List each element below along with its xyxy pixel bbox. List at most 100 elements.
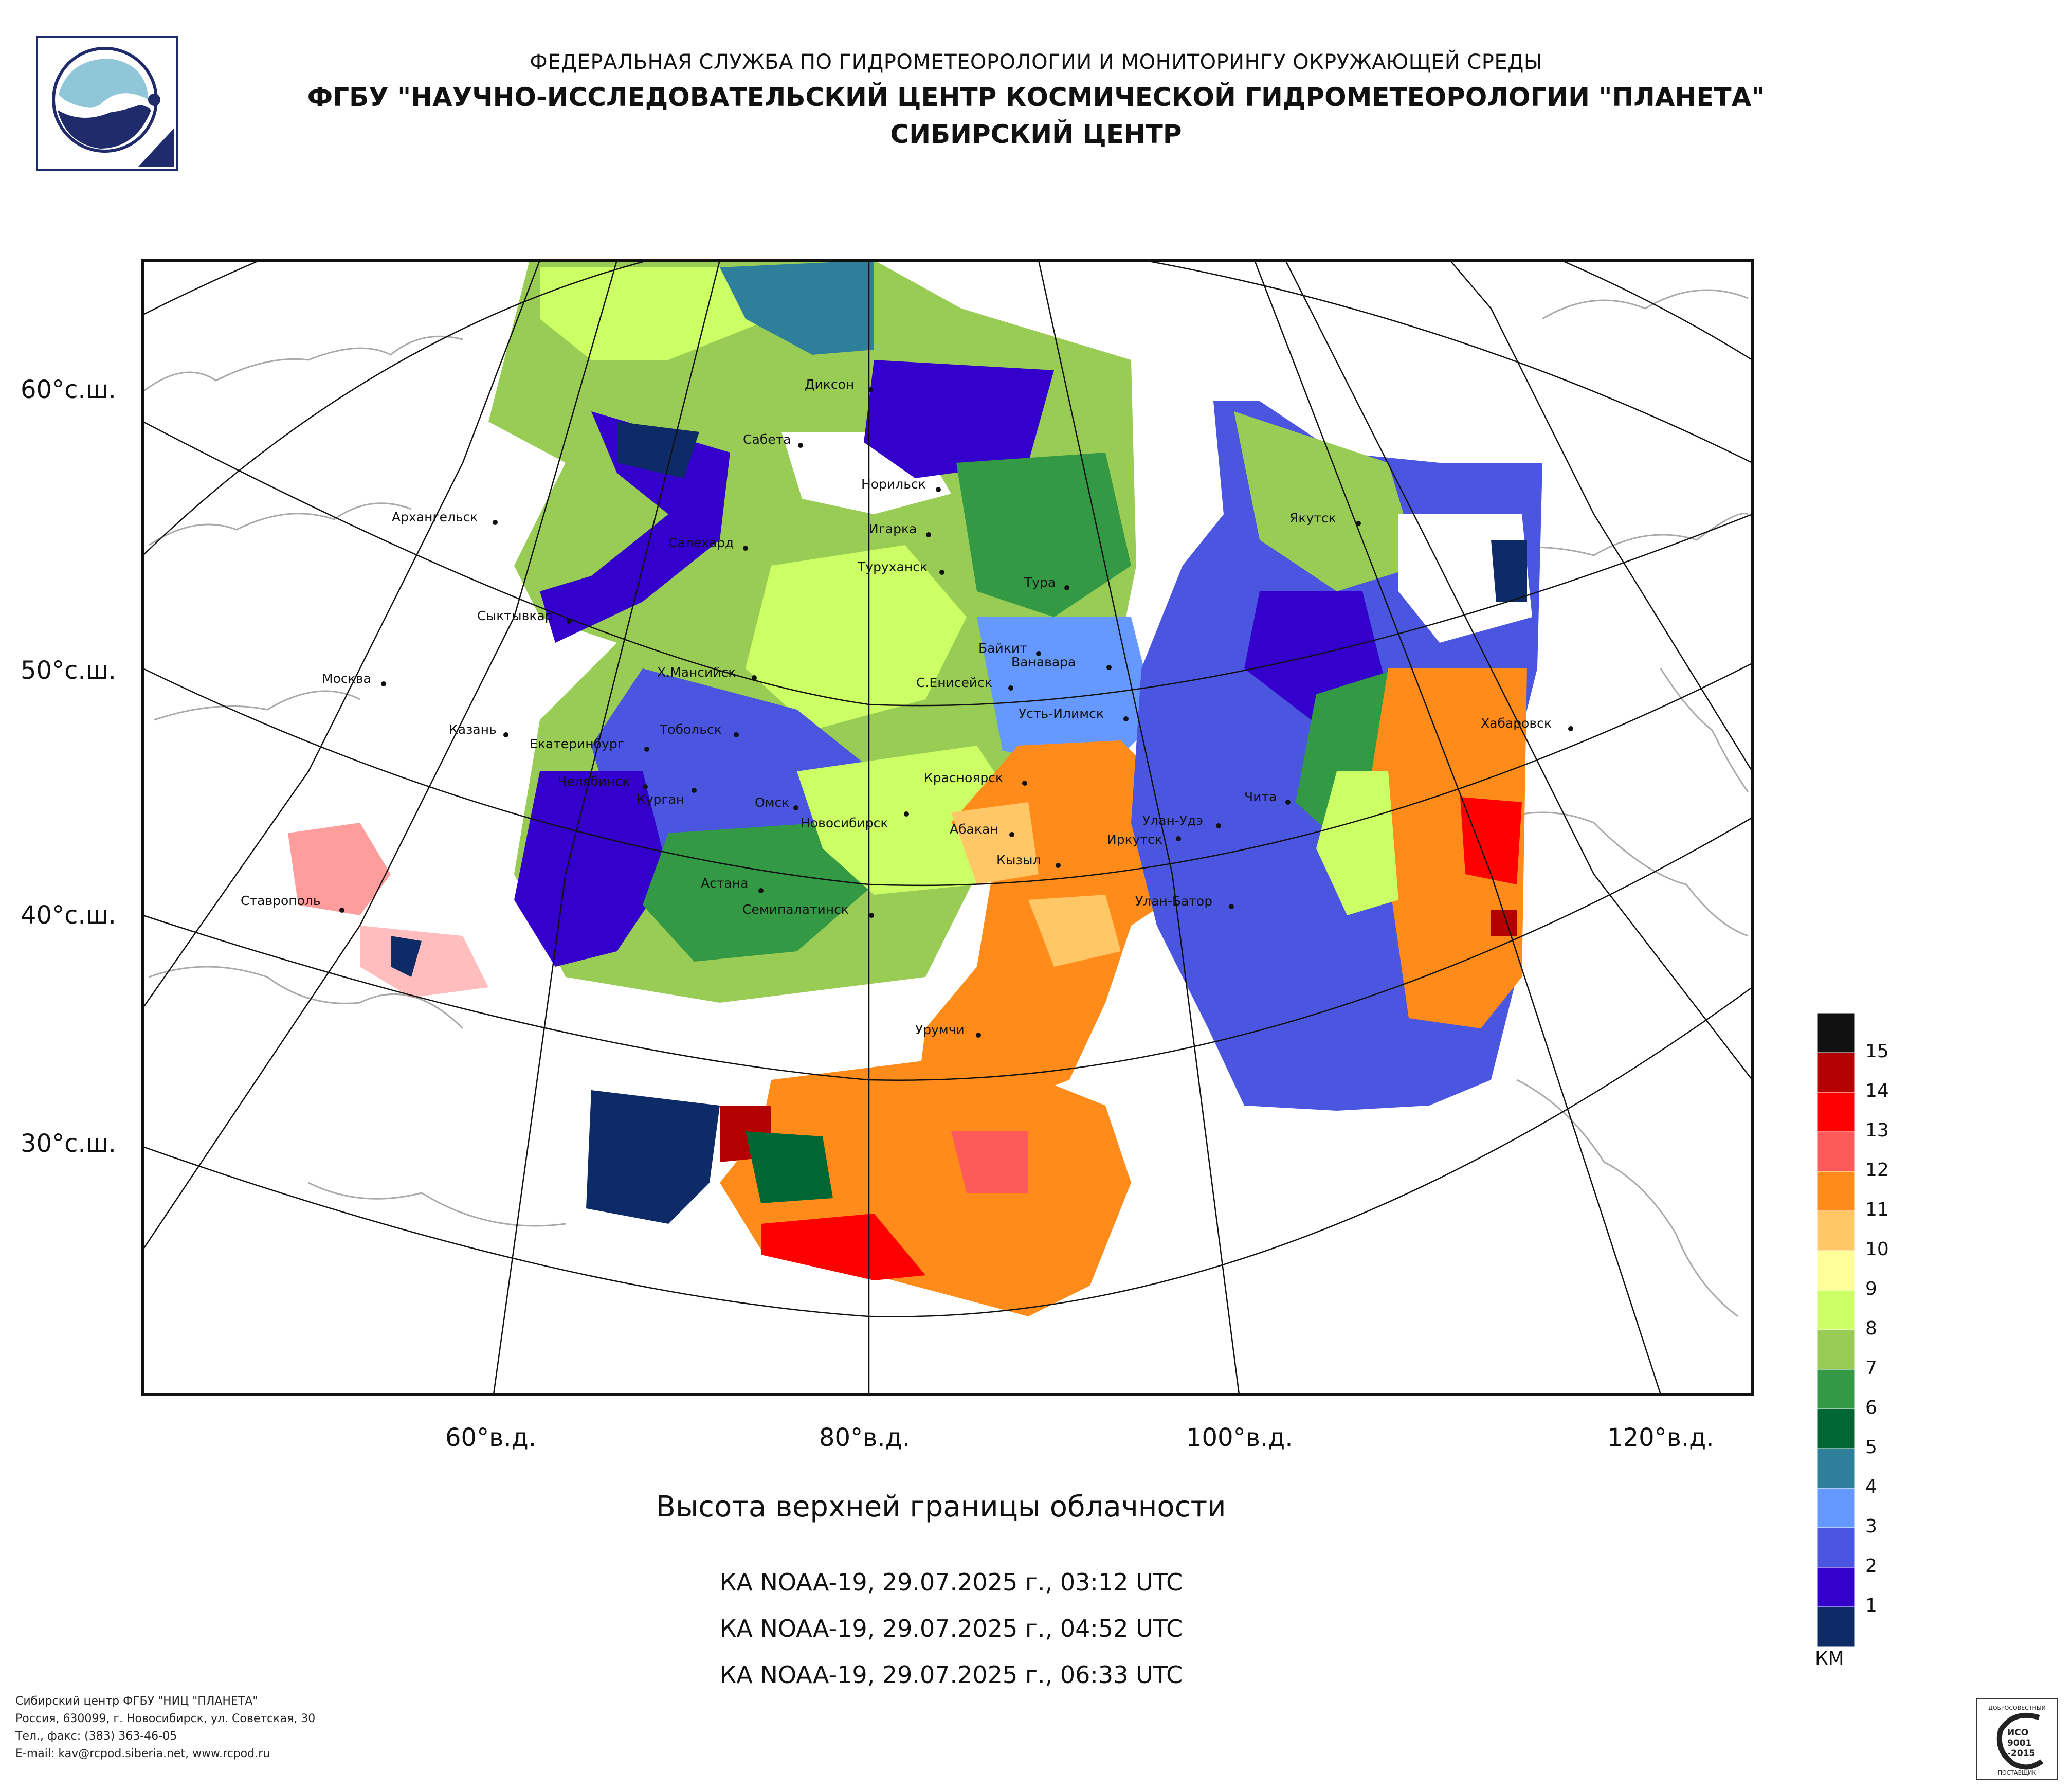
city-urumqi: Урумчи bbox=[915, 1022, 981, 1038]
legend-swatch-9 bbox=[1817, 1290, 1855, 1330]
svg-text:Норильск: Норильск bbox=[861, 477, 926, 492]
city-abakan: Абакан bbox=[950, 822, 1014, 837]
iso-9001-badge: ДОБРОСОВЕСТНЫЙ ИСО 9001 -2015 ПОСТАВЩИК bbox=[1976, 1698, 2058, 1780]
legend-label-11: 11 bbox=[1865, 1199, 1889, 1220]
cloud-fields bbox=[288, 260, 1542, 1316]
lat-label-60: 60°с.ш. bbox=[21, 375, 116, 404]
city-chelyabinsk: Челябинск bbox=[558, 774, 648, 789]
city-irkutsk: Иркутск bbox=[1107, 832, 1181, 847]
svg-text:Красноярск: Красноярск bbox=[924, 770, 1003, 785]
city-khabarovsk: Хабаровск bbox=[1481, 716, 1573, 731]
header-agency: ФЕДЕРАЛЬНАЯ СЛУЖБА ПО ГИДРОМЕТЕОРОЛОГИИ … bbox=[530, 50, 1542, 74]
city-igarka: Игарка bbox=[869, 521, 931, 537]
footer-address: Россия, 630099, г. Новосибирск, ул. Сове… bbox=[15, 1712, 316, 1725]
footer-email: E-mail: kav@rcpod.siberia.net, www.rcpod… bbox=[15, 1745, 315, 1763]
city-astana: Астана bbox=[701, 876, 764, 893]
svg-text:Салехард: Салехард bbox=[668, 535, 734, 550]
lon-label-120: 120°в.д. bbox=[1607, 1423, 1714, 1452]
legend-swatch-top bbox=[1817, 1012, 1855, 1053]
city-salekhard: Салехард bbox=[668, 535, 748, 551]
legend-unit: КМ bbox=[1815, 1648, 1844, 1669]
svg-text:С.Енисейск: С.Енисейск bbox=[916, 675, 992, 690]
iso-mid3: -2015 bbox=[2007, 1748, 2035, 1759]
pass-3: КА NOAA-19, 29.07.2025 г., 06:33 UTC bbox=[719, 1661, 1183, 1689]
city-sabeta: Сабета bbox=[743, 432, 803, 448]
svg-text:Москва: Москва bbox=[322, 671, 371, 686]
map-content: Диксон Сабета Норильск Игарка Архангельс… bbox=[143, 260, 1752, 1395]
legend-bar bbox=[1817, 1012, 1855, 1647]
city-syktyvkar: Сыктывкар bbox=[477, 608, 572, 624]
svg-text:Игарка: Игарка bbox=[869, 521, 917, 536]
city-turukhansk: Туруханск bbox=[857, 559, 944, 575]
svg-text:Х.Мансийск: Х.Мансийск bbox=[657, 665, 736, 680]
svg-text:Туруханск: Туруханск bbox=[857, 559, 928, 574]
pass-1: КА NOAA-19, 29.07.2025 г., 03:12 UTC bbox=[719, 1568, 1183, 1596]
iso-mid2: 9001 bbox=[2007, 1738, 2031, 1748]
city-ulan-ude: Улан-Удэ bbox=[1142, 813, 1221, 828]
legend-label-1: 1 bbox=[1865, 1595, 1877, 1616]
city-baikit: Байкит bbox=[978, 641, 1041, 656]
city-norilsk: Норильск bbox=[861, 477, 941, 492]
legend-label-4: 4 bbox=[1865, 1476, 1877, 1497]
svg-text:Чита: Чита bbox=[1244, 789, 1277, 804]
iso-bottom-text: ПОСТАВЩИК bbox=[1998, 1769, 2037, 1776]
legend-swatch-2 bbox=[1817, 1567, 1855, 1607]
legend-swatch-6 bbox=[1817, 1408, 1855, 1449]
city-chita: Чита bbox=[1244, 789, 1291, 805]
header-center: СИБИРСКИЙ ЦЕНТР bbox=[890, 119, 1182, 149]
map-frame bbox=[141, 259, 1754, 1396]
svg-text:Сыктывкар: Сыктывкар bbox=[477, 608, 553, 623]
svg-text:Улан-Батор: Улан-Батор bbox=[1135, 894, 1212, 909]
legend-swatch-8 bbox=[1817, 1329, 1855, 1370]
svg-text:Иркутск: Иркутск bbox=[1107, 832, 1162, 847]
lat-label-50: 50°с.ш. bbox=[21, 656, 116, 685]
legend-swatch-5 bbox=[1817, 1448, 1855, 1489]
legend-swatch-12 bbox=[1817, 1171, 1855, 1211]
city-kazan: Казань bbox=[449, 722, 508, 737]
footer-email-link[interactable]: E-mail: kav@rcpod.siberia.net, www.rcpod… bbox=[15, 1747, 270, 1760]
legend-label-5: 5 bbox=[1865, 1437, 1877, 1458]
svg-text:Диксон: Диксон bbox=[805, 377, 854, 392]
legend-swatch-10 bbox=[1817, 1250, 1855, 1291]
city-novosibirsk: Новосибирск bbox=[801, 811, 909, 830]
city-ust-ilimsk: Усть-Илимск bbox=[1019, 706, 1129, 721]
svg-text:Якутск: Якутск bbox=[1289, 511, 1336, 526]
svg-text:Усть-Илимск: Усть-Илимск bbox=[1019, 706, 1104, 721]
lon-label-80: 80°в.д. bbox=[819, 1423, 911, 1452]
svg-text:Омск: Омск bbox=[755, 795, 789, 810]
svg-text:Тура: Тура bbox=[1024, 575, 1056, 590]
city-kurgan: Курган bbox=[637, 788, 697, 807]
legend-swatch-3 bbox=[1817, 1527, 1855, 1568]
city-kyzyl: Кызыл bbox=[996, 853, 1061, 868]
svg-text:Ставрополь: Ставрополь bbox=[241, 893, 321, 908]
product-title: Высота верхней границы облачности bbox=[656, 1490, 1226, 1524]
city-yekaterinburg: Екатеринбург bbox=[530, 736, 649, 752]
lon-label-60: 60°в.д. bbox=[445, 1423, 537, 1452]
legend-swatch-11 bbox=[1817, 1210, 1855, 1251]
city-yakutsk: Якутск bbox=[1289, 511, 1361, 526]
svg-text:Улан-Удэ: Улан-Удэ bbox=[1142, 813, 1203, 828]
city-tura: Тура bbox=[1024, 575, 1069, 590]
city-semipalatinsk: Семипалатинск bbox=[742, 902, 874, 918]
legend-label-10: 10 bbox=[1865, 1239, 1889, 1260]
header-institute: ФГБУ "НАУЧНО-ИССЛЕДОВАТЕЛЬСКИЙ ЦЕНТР КОС… bbox=[307, 82, 1765, 112]
svg-text:Казань: Казань bbox=[449, 722, 497, 737]
svg-text:Тобольск: Тобольск bbox=[659, 722, 722, 737]
svg-text:Екатеринбург: Екатеринбург bbox=[530, 736, 624, 751]
svg-text:Семипалатинск: Семипалатинск bbox=[742, 902, 849, 917]
city-moscow: Москва bbox=[322, 671, 386, 686]
lat-label-30: 30°с.ш. bbox=[21, 1129, 116, 1158]
svg-text:Курган: Курган bbox=[637, 792, 684, 807]
planeta-logo bbox=[36, 36, 178, 171]
svg-text:Байкит: Байкит bbox=[978, 641, 1027, 656]
graticule bbox=[143, 260, 1752, 1395]
iso-top-text: ДОБРОСОВЕСТНЫЙ bbox=[1988, 1705, 2046, 1711]
city-markers: Диксон Сабета Норильск Игарка Архангельс… bbox=[241, 377, 1573, 1038]
legend-swatch-4 bbox=[1817, 1488, 1855, 1528]
footer-phone: Тел., факс: (383) 363-46-05 bbox=[15, 1730, 177, 1743]
legend-label-2: 2 bbox=[1865, 1555, 1877, 1577]
city-krasnoyarsk: Красноярск bbox=[924, 770, 1027, 786]
svg-text:Сабета: Сабета bbox=[743, 432, 791, 447]
svg-text:Новосибирск: Новосибирск bbox=[801, 816, 888, 830]
